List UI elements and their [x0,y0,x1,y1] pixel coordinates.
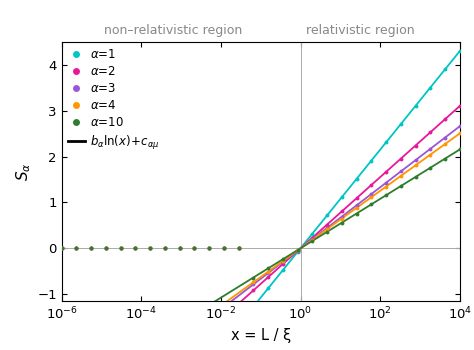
X-axis label: x = L / ξ: x = L / ξ [230,328,291,343]
Text: non–relativistic region: non–relativistic region [104,24,242,37]
Text: relativistic region: relativistic region [306,24,415,37]
Y-axis label: $S_\alpha$: $S_\alpha$ [14,162,33,181]
Legend: $\alpha$=1, $\alpha$=2, $\alpha$=3, $\alpha$=4, $\alpha$=10, $b_\alpha\mathrm{ln: $\alpha$=1, $\alpha$=2, $\alpha$=3, $\al… [65,46,162,154]
